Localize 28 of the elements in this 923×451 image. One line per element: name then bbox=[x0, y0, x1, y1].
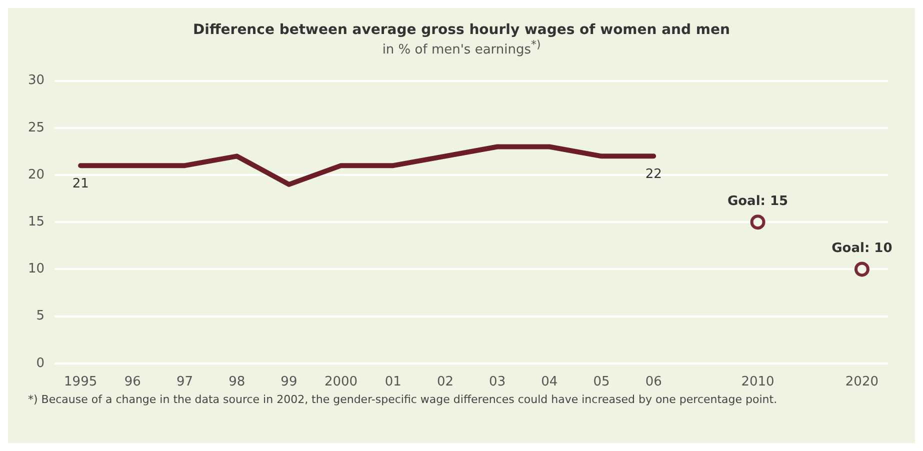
x-tick-label: 2000 bbox=[324, 374, 358, 390]
x-tick-label: 2020 bbox=[845, 374, 878, 390]
data-label: Goal: 15 bbox=[727, 194, 788, 210]
data-label: Goal: 10 bbox=[832, 241, 892, 256]
x-tick-label: 04 bbox=[541, 374, 558, 390]
y-tick-label: 10 bbox=[28, 262, 45, 277]
y-tick-label: 30 bbox=[28, 74, 45, 89]
x-tick-label: 99 bbox=[280, 374, 298, 390]
y-tick-label: 15 bbox=[28, 214, 45, 230]
y-tick-label: 20 bbox=[28, 168, 45, 183]
y-tick-label: 5 bbox=[36, 309, 45, 324]
x-tick-label: 02 bbox=[436, 374, 454, 390]
x-tick-label: 2010 bbox=[741, 374, 774, 390]
x-tick-label: 98 bbox=[228, 374, 246, 390]
x-tick-label: 03 bbox=[489, 374, 506, 390]
x-tick-label: 96 bbox=[124, 374, 141, 390]
y-tick-label: 25 bbox=[28, 120, 45, 136]
x-tick-label: 97 bbox=[176, 374, 194, 390]
x-tick-label: 01 bbox=[384, 374, 402, 390]
data-label: 21 bbox=[72, 176, 89, 192]
x-tick-label: 1995 bbox=[64, 374, 98, 390]
text: *) Because of a change in the data source in 2002, the gender-specific wage differences could have increased by one percentage point. bbox=[27, 393, 778, 406]
x-tick-label: 06 bbox=[645, 374, 662, 390]
chart-subtitle: in % of men's earnings$^{*)}$ bbox=[381, 38, 542, 58]
y-tick-label: 0 bbox=[36, 356, 45, 372]
x-tick-label: 05 bbox=[593, 374, 610, 390]
chart-title: Difference between average gross hourly wages of women and men bbox=[192, 21, 731, 38]
data-label: 22 bbox=[645, 167, 662, 182]
